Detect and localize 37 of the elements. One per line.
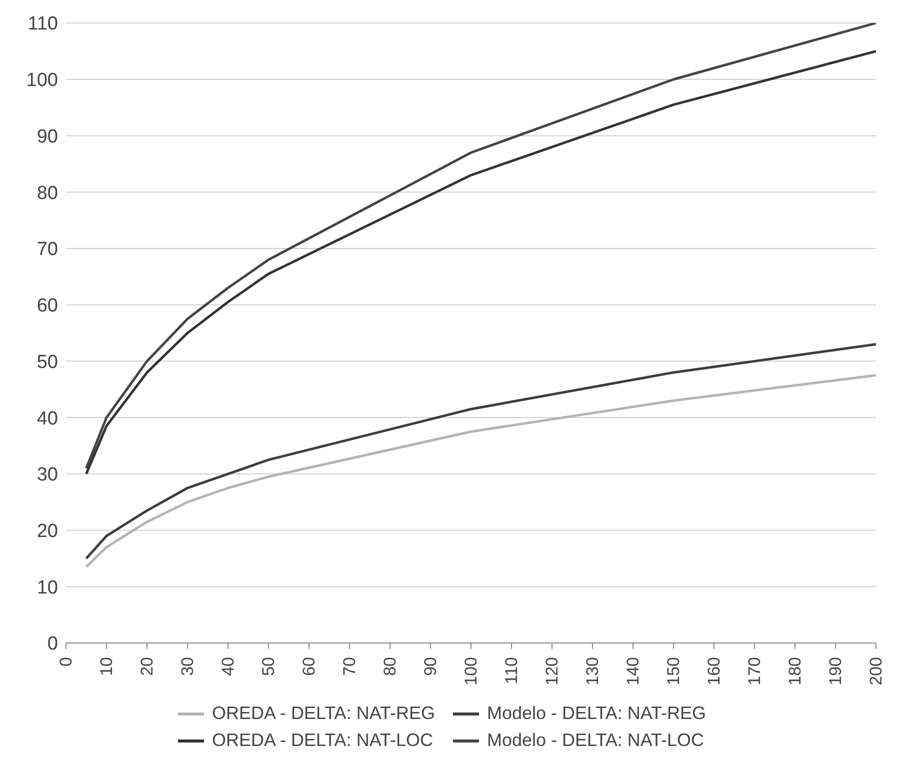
y-tick-label: 110 <box>28 14 58 35</box>
x-tick-label: 30 <box>178 657 197 676</box>
x-tick-label: 0 <box>56 657 76 666</box>
y-tick-label: 80 <box>36 182 58 204</box>
y-tick-label: 70 <box>36 239 58 260</box>
x-tick-label: 60 <box>300 657 318 676</box>
x-tick-label: 170 <box>745 657 764 686</box>
x-tick-label: 70 <box>340 657 359 676</box>
x-tick-label: 50 <box>259 657 278 676</box>
legend-label: OREDA - DELTA: NAT-LOC <box>212 730 433 751</box>
x-tick-label: 160 <box>704 657 724 686</box>
y-tick-label: 10 <box>36 577 58 598</box>
x-tick-label: 90 <box>421 657 440 676</box>
y-tick-label: 100 <box>26 70 58 92</box>
x-tick-label: 80 <box>380 657 400 676</box>
legend-label: Modelo - DELTA: NAT-LOC <box>486 730 704 751</box>
legend-label: OREDA - DELTA: NAT-REG <box>212 703 435 724</box>
x-tick-label: 110 <box>502 657 521 684</box>
y-tick-label: 40 <box>36 408 58 430</box>
y-tick-label: 20 <box>36 521 58 542</box>
x-tick-label: 40 <box>218 657 238 676</box>
x-tick-label: 20 <box>138 657 156 676</box>
x-tick-label: 10 <box>97 657 116 676</box>
y-tick-label: 30 <box>36 464 58 486</box>
y-tick-label: 0 <box>47 634 58 655</box>
x-tick-label: 200 <box>866 657 886 686</box>
x-tick-label: 100 <box>462 657 480 686</box>
x-tick-label: 180 <box>786 657 804 686</box>
x-tick-label: 130 <box>583 657 602 686</box>
y-tick-label: 90 <box>36 126 58 148</box>
legend-label: Modelo - DELTA: NAT-REG <box>486 703 706 724</box>
x-tick-label: 120 <box>542 657 562 686</box>
y-tick-label: 60 <box>36 296 58 317</box>
x-tick-label: 150 <box>664 657 683 686</box>
x-tick-label: 140 <box>624 657 642 686</box>
y-tick-label: 50 <box>36 352 58 373</box>
x-tick-label: 190 <box>826 657 845 686</box>
